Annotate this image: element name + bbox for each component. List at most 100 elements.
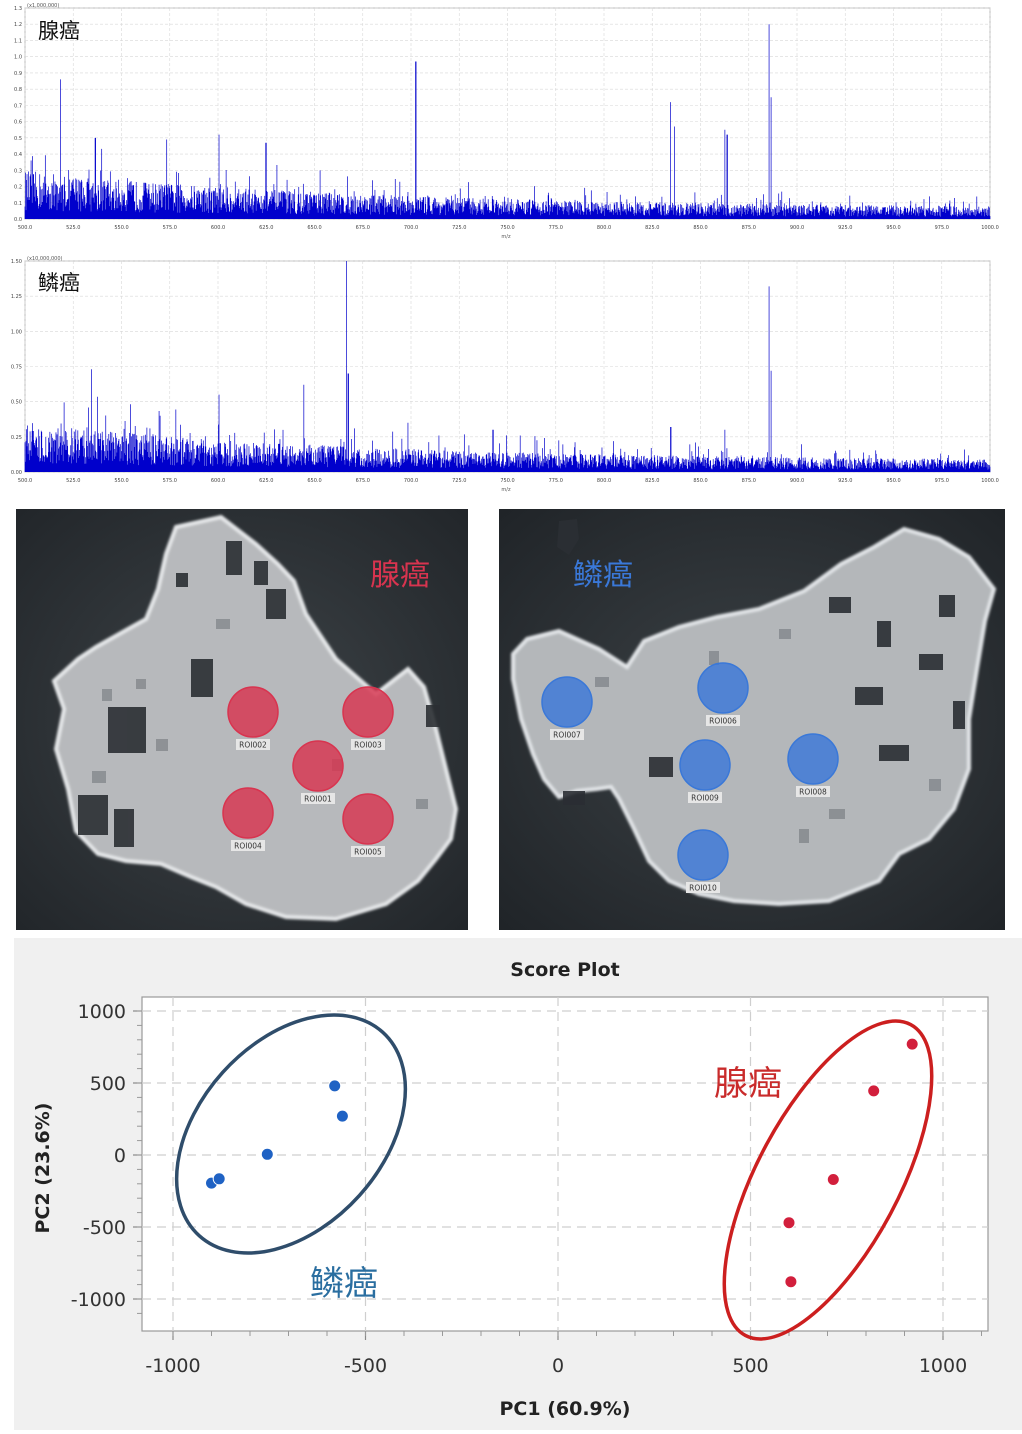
roi-circle[interactable] bbox=[342, 686, 394, 738]
roi-label: ROI010 bbox=[689, 884, 717, 893]
x-tick-label: 675.0 bbox=[356, 225, 370, 231]
x-tick-label: 600.0 bbox=[211, 478, 225, 484]
roi-circle[interactable] bbox=[342, 793, 394, 845]
roi-label: ROI009 bbox=[691, 794, 719, 803]
y-tick-label: 1.3 bbox=[14, 6, 22, 12]
y-tick-label: 500 bbox=[90, 1073, 126, 1095]
roi-marker[interactable]: ROI007 bbox=[541, 676, 593, 740]
tissue-image-adenocarcinoma: 腺癌 ROI001 ROI002 ROI003 ROI004 ROI005 bbox=[16, 509, 468, 930]
roi-marker[interactable]: ROI009 bbox=[679, 739, 731, 803]
y-tick-label: 0.75 bbox=[11, 365, 22, 371]
cluster-ellipse-squamous bbox=[174, 1013, 408, 1255]
tissue-section-2: 鳞癌 ROI006 ROI007 ROI008 ROI009 ROI010 bbox=[499, 509, 1005, 930]
chart-title: Score Plot bbox=[510, 959, 619, 981]
roi-circle[interactable] bbox=[787, 733, 839, 785]
y-tick-label: 0.1 bbox=[14, 201, 22, 207]
tissue-label: 鳞癌 bbox=[573, 558, 633, 593]
roi-marker[interactable]: ROI002 bbox=[227, 686, 279, 750]
x-tick-label: -500 bbox=[344, 1355, 387, 1377]
score-plot-chart: Score Plot -1000 -500 0 500 1000 1000 500 0 -50… bbox=[14, 938, 1022, 1430]
y-tick-label: 0.5 bbox=[14, 136, 22, 142]
y-tick-label: 0.2 bbox=[14, 185, 22, 191]
score-point[interactable] bbox=[212, 1172, 226, 1186]
x-tick-label: 800.0 bbox=[597, 225, 611, 231]
score-point[interactable] bbox=[328, 1079, 342, 1093]
y-tick-label: 0.25 bbox=[11, 435, 22, 441]
roi-label: ROI008 bbox=[799, 788, 827, 797]
x-tick-label: 750.0 bbox=[500, 225, 514, 231]
x-tick-label: 650.0 bbox=[307, 225, 321, 231]
roi-label: ROI007 bbox=[553, 731, 581, 740]
roi-label-bg bbox=[550, 729, 584, 740]
roi-marker[interactable]: ROI010 bbox=[677, 829, 729, 893]
x-tick-label: 925.0 bbox=[838, 478, 852, 484]
x-tick-label: 750.0 bbox=[500, 478, 514, 484]
group-label-squamous: 鳞癌 bbox=[310, 1264, 378, 1304]
x-axis-label: m/z bbox=[501, 487, 511, 493]
score-point[interactable] bbox=[905, 1037, 919, 1051]
roi-label-bg bbox=[351, 739, 385, 750]
tissue-image-squamous: 鳞癌 ROI006 ROI007 ROI008 ROI009 ROI010 bbox=[499, 509, 1005, 930]
scale-note: (x1,000,000) bbox=[27, 3, 59, 9]
roi-label: ROI001 bbox=[304, 795, 332, 804]
x-tick-label: 625.0 bbox=[259, 225, 273, 231]
roi-marker[interactable]: ROI003 bbox=[342, 686, 394, 750]
x-tick-label: 550.0 bbox=[114, 225, 128, 231]
score-point[interactable] bbox=[867, 1084, 881, 1098]
x-tick-label: 775.0 bbox=[549, 225, 563, 231]
x-tick-label: 650.0 bbox=[307, 478, 321, 484]
x-tick-label: 825.0 bbox=[645, 478, 659, 484]
y-tick-label: 0 bbox=[114, 1145, 126, 1167]
roi-marker[interactable]: ROI001 bbox=[292, 740, 344, 804]
score-point[interactable] bbox=[335, 1109, 349, 1123]
x-tick-label: 825.0 bbox=[645, 225, 659, 231]
y-tick-label: 1.1 bbox=[14, 38, 22, 44]
roi-marker[interactable]: ROI008 bbox=[787, 733, 839, 797]
score-point[interactable] bbox=[782, 1216, 796, 1230]
x-axis-label: m/z bbox=[501, 234, 511, 240]
roi-marker[interactable]: ROI005 bbox=[342, 793, 394, 857]
x-tick-label: 775.0 bbox=[549, 478, 563, 484]
score-plot: Score Plot -1000 -500 0 500 1000 1000 500 0 -50… bbox=[14, 938, 1022, 1430]
score-point[interactable] bbox=[784, 1275, 798, 1289]
x-tick-label: 975.0 bbox=[935, 225, 949, 231]
x-tick-label: 675.0 bbox=[356, 478, 370, 484]
x-tick-label: 850.0 bbox=[693, 225, 707, 231]
y-tick-label: 1.00 bbox=[11, 329, 22, 335]
roi-circle[interactable] bbox=[222, 787, 274, 839]
x-tick-label: 600.0 bbox=[211, 225, 225, 231]
roi-marker[interactable]: ROI004 bbox=[222, 787, 274, 851]
roi-circle[interactable] bbox=[679, 739, 731, 791]
score-point[interactable] bbox=[260, 1147, 274, 1161]
x-tick-label: 975.0 bbox=[935, 478, 949, 484]
x-tick-label: 1000 bbox=[919, 1355, 967, 1377]
y-tick-label: 0.6 bbox=[14, 120, 22, 126]
roi-circle[interactable] bbox=[677, 829, 729, 881]
x-tick-label: 900.0 bbox=[790, 225, 804, 231]
x-tick-label: 575.0 bbox=[163, 478, 177, 484]
x-tick-label: 1000.0 bbox=[981, 225, 999, 231]
y-tick-label: 1.25 bbox=[11, 294, 22, 300]
x-tick-label: 500.0 bbox=[18, 478, 32, 484]
roi-circle[interactable] bbox=[541, 676, 593, 728]
tissue-label: 腺癌 bbox=[370, 558, 430, 593]
score-plot-frame bbox=[141, 996, 989, 1332]
x-tick-label: 725.0 bbox=[452, 225, 466, 231]
x-tick-label: 925.0 bbox=[838, 225, 852, 231]
roi-circle[interactable] bbox=[292, 740, 344, 792]
score-point[interactable] bbox=[826, 1173, 840, 1186]
roi-label-bg bbox=[686, 882, 720, 893]
roi-label: ROI003 bbox=[354, 741, 382, 750]
roi-label: ROI006 bbox=[709, 717, 737, 726]
x-tick-label: 700.0 bbox=[404, 225, 418, 231]
x-tick-label: 550.0 bbox=[114, 478, 128, 484]
x-tick-label: 950.0 bbox=[886, 478, 900, 484]
roi-marker[interactable]: ROI006 bbox=[697, 662, 749, 726]
x-tick-label: 625.0 bbox=[259, 478, 273, 484]
roi-circle[interactable] bbox=[227, 686, 279, 738]
x-tick-label: 875.0 bbox=[742, 478, 756, 484]
roi-circle[interactable] bbox=[697, 662, 749, 714]
cluster-ellipse-adeno bbox=[722, 1019, 934, 1341]
spectrum-label: 腺癌 bbox=[38, 19, 80, 43]
x-tick-label: 525.0 bbox=[66, 225, 80, 231]
